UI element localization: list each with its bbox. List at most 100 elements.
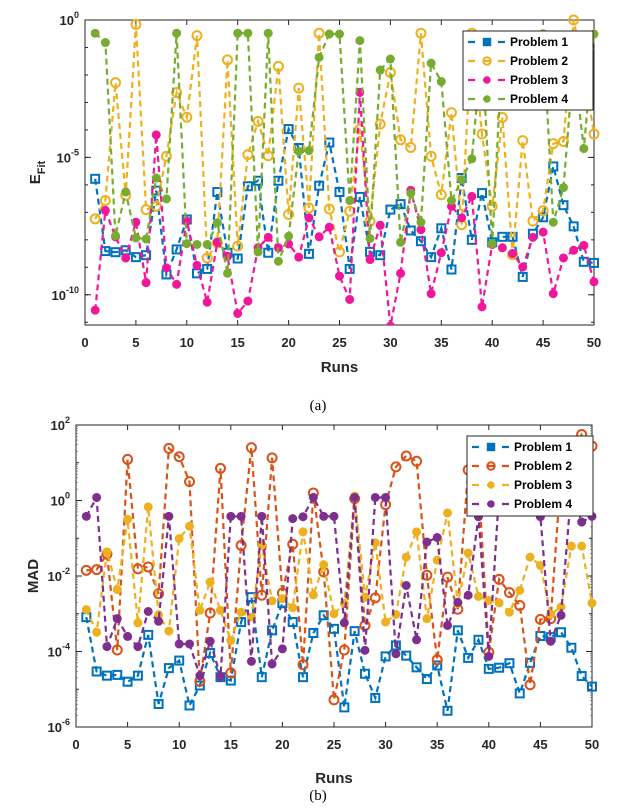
data-point-square bbox=[486, 442, 496, 452]
y-axis-label-main: MAD bbox=[25, 559, 42, 593]
x-tick-label: 30 bbox=[378, 737, 392, 752]
data-point-square bbox=[329, 623, 339, 634]
data-point-circle bbox=[245, 442, 257, 454]
data-point-dot bbox=[558, 253, 568, 263]
data-point-dot bbox=[587, 598, 597, 608]
data-point-dot bbox=[467, 154, 477, 164]
data-point-square bbox=[548, 161, 559, 172]
data-point-square bbox=[477, 188, 488, 199]
data-point-circle bbox=[486, 200, 498, 212]
data-point-dot bbox=[365, 255, 375, 265]
data-point-square bbox=[401, 650, 412, 661]
data-point-circle bbox=[517, 135, 529, 147]
data-point-dot bbox=[246, 656, 256, 666]
data-point-dot bbox=[263, 28, 273, 38]
x-axis-label: Runs bbox=[321, 359, 359, 376]
data-point-square bbox=[589, 257, 599, 268]
data-point-circle bbox=[89, 213, 101, 225]
data-point-dot bbox=[164, 626, 174, 636]
data-point-circle bbox=[395, 134, 407, 146]
data-point-square bbox=[344, 263, 355, 274]
data-point-circle bbox=[415, 27, 427, 39]
data-point-square bbox=[267, 625, 278, 636]
data-point-circle bbox=[323, 203, 335, 215]
data-point-dot bbox=[432, 532, 442, 542]
x-tick-label: 5 bbox=[132, 335, 139, 350]
data-point-square bbox=[504, 658, 515, 669]
legend-label: Problem 4 bbox=[510, 92, 568, 106]
data-point-dot bbox=[308, 590, 318, 600]
data-point-square bbox=[283, 124, 294, 135]
data-point-dot bbox=[548, 289, 558, 299]
data-point-dot bbox=[319, 560, 329, 570]
data-point-dot bbox=[81, 511, 91, 521]
data-point-dot bbox=[497, 243, 507, 253]
data-point-square bbox=[110, 247, 121, 258]
data-point-circle bbox=[184, 476, 196, 488]
data-point-circle bbox=[359, 619, 371, 631]
data-point-circle bbox=[486, 461, 496, 471]
y-tick-exponent: -2 bbox=[62, 566, 70, 576]
data-point-square bbox=[370, 692, 381, 703]
data-point-dot bbox=[273, 256, 283, 266]
data-point-dot bbox=[381, 492, 391, 502]
legend-item: Problem 3 bbox=[468, 73, 568, 87]
data-point-dot bbox=[202, 297, 212, 307]
data-point-dot bbox=[566, 541, 576, 551]
data-point-square bbox=[507, 231, 518, 242]
series-line bbox=[86, 432, 593, 701]
data-point-dot bbox=[304, 146, 314, 156]
data-point-dot bbox=[375, 65, 385, 75]
data-point-circle bbox=[405, 141, 417, 153]
data-point-dot bbox=[257, 511, 267, 521]
data-point-dot bbox=[528, 232, 538, 242]
legend-label: Problem 1 bbox=[514, 440, 572, 454]
x-tick-label: 20 bbox=[275, 737, 289, 752]
legend-item: Problem 2 bbox=[468, 54, 568, 68]
data-point-dot bbox=[548, 217, 558, 227]
data-point-circle bbox=[256, 589, 268, 601]
data-point-dot bbox=[345, 294, 355, 304]
x-tick-label: 25 bbox=[332, 335, 346, 350]
y-tick-base: 10 bbox=[48, 645, 62, 660]
legend-label: Problem 3 bbox=[514, 478, 572, 492]
data-point-dot bbox=[267, 596, 277, 606]
data-point-circle bbox=[80, 564, 92, 576]
data-point-dot bbox=[335, 29, 344, 39]
data-point-dot bbox=[487, 500, 495, 508]
y-tick-label: 10-10 bbox=[52, 285, 79, 303]
data-point-dot bbox=[515, 585, 525, 595]
data-point-square bbox=[538, 212, 549, 223]
data-point-square bbox=[298, 672, 309, 683]
y-tick-exponent: 0 bbox=[65, 491, 70, 501]
data-point-dot bbox=[483, 76, 491, 84]
data-point-dot bbox=[192, 239, 202, 249]
data-point-square bbox=[91, 666, 102, 677]
data-point-dot bbox=[151, 173, 161, 183]
data-point-dot bbox=[90, 28, 100, 38]
data-point-dot bbox=[154, 616, 164, 626]
data-point-circle bbox=[431, 654, 443, 666]
data-point-square bbox=[354, 191, 365, 202]
legend-item: Problem 2 bbox=[472, 459, 572, 473]
data-point-dot bbox=[381, 617, 391, 627]
data-point-dot bbox=[314, 52, 324, 62]
y-tick-exponent: -6 bbox=[62, 717, 70, 727]
data-point-square bbox=[576, 671, 587, 682]
data-point-dot bbox=[308, 492, 318, 502]
data-point-dot bbox=[467, 191, 477, 201]
y-tick-label: 10-5 bbox=[57, 147, 79, 165]
data-point-square bbox=[256, 672, 267, 683]
data-point-dot bbox=[396, 237, 406, 247]
data-point-square bbox=[174, 655, 185, 666]
data-point-dot bbox=[123, 631, 133, 641]
y-tick-base: 10 bbox=[51, 494, 65, 509]
data-point-dot bbox=[365, 233, 375, 243]
y-tick-label: 102 bbox=[51, 415, 70, 433]
data-point-dot bbox=[123, 514, 133, 524]
data-point-dot bbox=[443, 620, 453, 630]
data-point-dot bbox=[92, 492, 102, 502]
data-point-circle bbox=[524, 679, 536, 691]
chart-b: 0 5 10 15 20 25 30 35 40 45 5010210010-210-410-6Ru… bbox=[25, 415, 599, 787]
data-point-dot bbox=[236, 511, 246, 521]
